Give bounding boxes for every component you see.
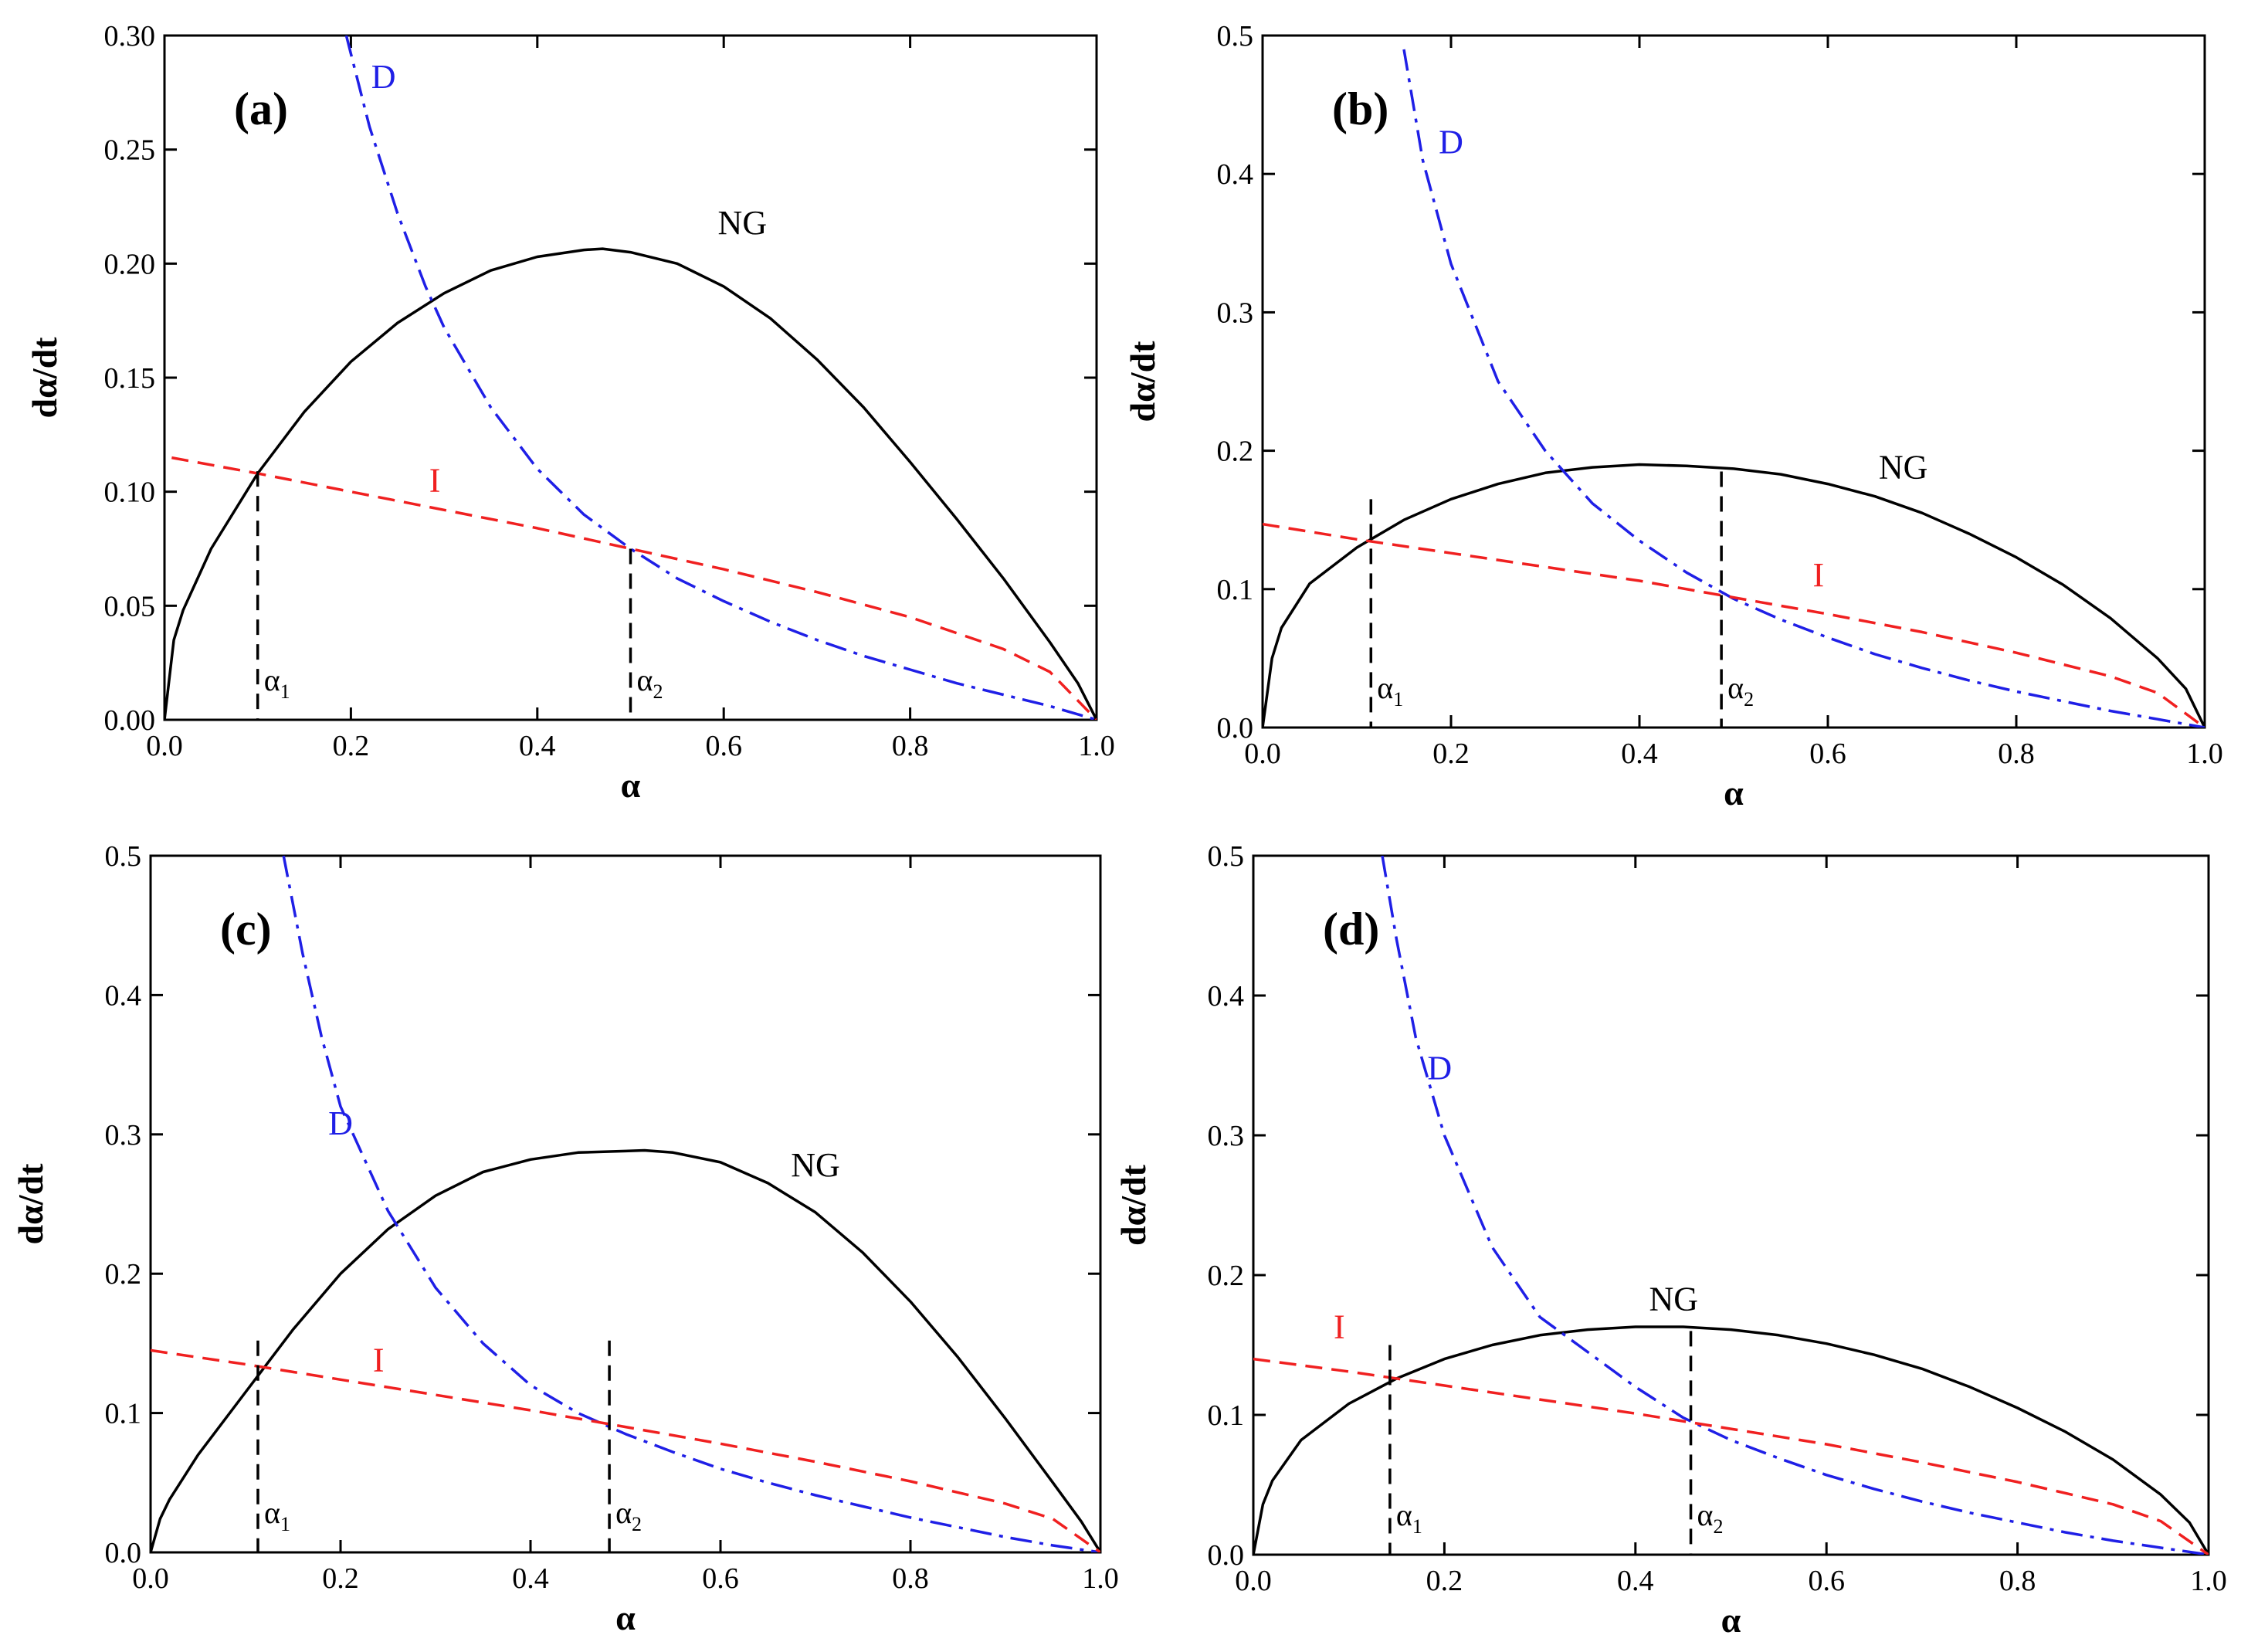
y-tick-label: 0.05: [104, 590, 156, 622]
x-tick-label: 0.2: [322, 1562, 359, 1595]
chart-panel-a: 0.0 0.2 0.4 0.6 0.8 1.0 0.00 0.05 0.10 0.15 0.20 0.…: [25, 20, 1115, 805]
y-tick-label: 0.1: [1217, 574, 1254, 606]
marker-label-α2: α2: [1697, 1498, 1724, 1538]
series-label-d: D: [1427, 1050, 1452, 1087]
y-tick-label: 0.1: [105, 1398, 142, 1430]
chart-panel-b: 0.0 0.2 0.4 0.6 0.8 1.0 0.0 0.1 0.2 0.3 0.4 0.5 α dα/…: [1123, 20, 2223, 812]
x-tick-label: 0.4: [519, 730, 556, 762]
series-label-ng: NG: [718, 204, 768, 242]
series-label-d: D: [328, 1104, 353, 1142]
x-tick-label: 0.6: [1809, 738, 1846, 770]
y-tick-label: 0.3: [1208, 1120, 1245, 1152]
marker-label-α1: α1: [264, 663, 290, 703]
x-tick-label: 0.6: [702, 1562, 739, 1595]
figure: 0.0 0.2 0.4 0.6 0.8 1.0 0.00 0.05 0.10 0.15 0.20 0.…: [0, 0, 2241, 1648]
y-tick-label: 0.0: [1208, 1539, 1245, 1572]
y-tick-label: 0.5: [105, 840, 142, 873]
plot-frame: [164, 36, 1097, 720]
y-tick-label: 0.20: [104, 248, 156, 280]
marker-label-α1: α1: [1396, 1498, 1422, 1538]
marker-label-α1: α1: [1377, 670, 1403, 711]
x-axis-label: α: [1721, 1600, 1741, 1640]
x-tick-label: 0.8: [1999, 1565, 2036, 1597]
marker-label-α1: α1: [264, 1495, 290, 1535]
series-label-ng: NG: [1649, 1280, 1698, 1318]
x-axis-label: α: [615, 1598, 636, 1637]
x-tick-label: 1.0: [1082, 1562, 1119, 1595]
y-tick-label: 0.2: [105, 1258, 142, 1291]
y-tick-label: 0.5: [1208, 840, 1245, 873]
y-tick-label: 0.2: [1217, 436, 1254, 468]
chart-panel-c: 0.0 0.2 0.4 0.6 0.8 1.0 0.0 0.1 0.2 0.3 0.4 0.5 α dα/…: [11, 840, 1119, 1637]
x-tick-label: 0.4: [1621, 738, 1658, 770]
x-tick-label: 0.2: [333, 730, 370, 762]
y-tick-label: 0.25: [104, 134, 156, 167]
series-line-d: [1404, 49, 2205, 728]
x-tick-label: 0.2: [1432, 738, 1470, 770]
y-tick-label: 0.00: [104, 704, 156, 737]
series-label-i: I: [373, 1341, 385, 1379]
y-tick-label: 0.3: [1217, 297, 1254, 329]
x-tick-label: 0.6: [1808, 1565, 1845, 1597]
marker-label-α2: α2: [1727, 670, 1754, 711]
x-tick-label: 0.8: [892, 730, 929, 762]
x-axis-label: α: [621, 765, 641, 805]
series-line-d: [346, 36, 1097, 720]
y-tick-label: 0.5: [1217, 20, 1254, 53]
y-axis-label: dα/dt: [1123, 341, 1162, 422]
figure-svg: 0.0 0.2 0.4 0.6 0.8 1.0 0.00 0.05 0.10 0.15 0.20 0.…: [0, 0, 2241, 1648]
y-tick-label: 0.2: [1208, 1260, 1245, 1292]
y-tick-label: 0.0: [1217, 712, 1254, 745]
series-label-i: I: [1812, 556, 1824, 594]
y-tick-label: 0.4: [1217, 158, 1254, 191]
marker-label-α2: α2: [637, 663, 663, 703]
panel-label: (a): [234, 83, 288, 134]
series-line-d: [283, 856, 1100, 1552]
panel-label: (c): [220, 904, 272, 955]
x-tick-label: 1.0: [1078, 730, 1115, 762]
series-label-i: I: [429, 462, 441, 500]
y-tick-label: 0.15: [104, 362, 156, 395]
y-axis-label: dα/dt: [25, 337, 64, 419]
x-tick-label: 0.4: [512, 1562, 549, 1595]
plot-frame: [1263, 36, 2205, 728]
x-tick-label: 1.0: [2190, 1565, 2227, 1597]
x-tick-label: 0.2: [1426, 1565, 1463, 1597]
series-label-i: I: [1334, 1308, 1345, 1345]
series-line-d: [1382, 856, 2209, 1555]
series-label-d: D: [1439, 123, 1463, 161]
series-label-ng: NG: [791, 1146, 840, 1184]
x-tick-label: 0.8: [892, 1562, 929, 1595]
plot-frame: [1253, 856, 2209, 1555]
series-label-d: D: [371, 58, 396, 96]
y-tick-label: 0.0: [105, 1537, 142, 1569]
x-tick-label: 0.8: [1998, 738, 2035, 770]
x-tick-label: 0.6: [705, 730, 742, 762]
chart-panel-d: 0.0 0.2 0.4 0.6 0.8 1.0 0.0 0.1 0.2 0.3 0.4 0.5 α dα/…: [1114, 840, 2227, 1640]
y-tick-label: 0.4: [105, 979, 142, 1012]
x-axis-label: α: [1724, 773, 1744, 812]
x-tick-label: 0.4: [1617, 1565, 1654, 1597]
y-tick-label: 0.1: [1208, 1399, 1245, 1432]
y-tick-label: 0.3: [105, 1119, 142, 1152]
y-axis-label: dα/dt: [11, 1163, 50, 1245]
panel-label: (b): [1332, 83, 1388, 134]
marker-label-α2: α2: [615, 1495, 642, 1535]
y-tick-label: 0.10: [104, 477, 156, 509]
panel-label: (d): [1323, 904, 1379, 955]
series-label-ng: NG: [1879, 448, 1928, 486]
y-tick-label: 0.30: [104, 20, 156, 53]
y-axis-label: dα/dt: [1114, 1164, 1153, 1246]
plot-frame: [151, 856, 1100, 1552]
y-tick-label: 0.4: [1208, 980, 1245, 1013]
x-tick-label: 1.0: [2186, 738, 2223, 770]
